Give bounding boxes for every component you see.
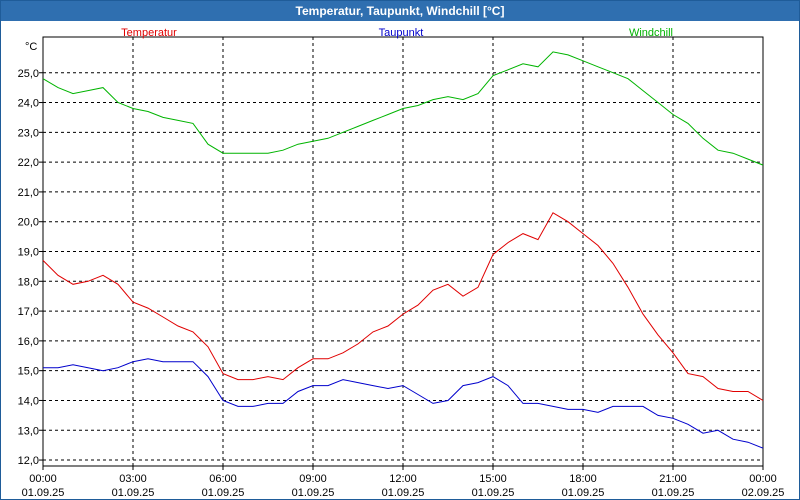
y-tick-label: 24,0 (18, 98, 39, 110)
series-lines (42, 51, 764, 449)
y-tick-label: 17,0 (18, 306, 39, 318)
x-tick-date-label: 01.09.25 (22, 487, 65, 499)
x-tick-time-label: 00:00 (749, 473, 777, 485)
legend-entry-taupunkt: Taupunkt (379, 27, 424, 39)
x-tick-date-label: 01.09.25 (382, 487, 425, 499)
x-tick-time-label: 03:00 (119, 473, 147, 485)
y-axis: 12,0 13,0 14,0 15,0 16,0 17,0 18,0 19,0 20,0 21,0… (18, 68, 43, 467)
series-line-temperatur (42, 212, 764, 401)
x-tick-date-label: 01.09.25 (472, 487, 515, 499)
y-tick-label: 23,0 (18, 127, 39, 139)
y-tick-label: 18,0 (18, 276, 39, 288)
y-tick-label: 14,0 (18, 395, 39, 407)
x-tick-date-label: 01.09.25 (112, 487, 155, 499)
x-tick-time-label: 09:00 (299, 473, 327, 485)
grid-lines (43, 37, 763, 466)
x-tick-date-label: 01.09.25 (292, 487, 335, 499)
x-tick-time-label: 21:00 (659, 473, 687, 485)
y-tick-label: 25,0 (18, 68, 39, 80)
y-tick-label: 22,0 (18, 157, 39, 169)
y-tick-label: 12,0 (18, 455, 39, 467)
series-line-windchill (42, 51, 764, 166)
y-axis-unit-label: °C (25, 41, 37, 53)
x-tick-time-label: 15:00 (479, 473, 507, 485)
x-tick-date-label: 01.09.25 (562, 487, 605, 499)
window-title: Temperatur, Taupunkt, Windchill [°C] (1, 1, 799, 21)
legend-entry-temperatur: Temperatur (121, 27, 177, 39)
x-tick-date-label: 01.09.25 (652, 487, 695, 499)
x-tick-time-label: 06:00 (209, 473, 237, 485)
legend-entry-windchill: Windchill (629, 27, 673, 39)
x-tick-time-label: 18:00 (569, 473, 597, 485)
y-tick-label: 15,0 (18, 366, 39, 378)
legend: Temperatur Taupunkt Windchill (121, 27, 673, 39)
x-tick-date-label: 01.09.25 (202, 487, 245, 499)
y-tick-label: 21,0 (18, 187, 39, 199)
x-tick-time-label: 00:00 (29, 473, 57, 485)
y-tick-label: 20,0 (18, 217, 39, 229)
x-tick-time-label: 12:00 (389, 473, 417, 485)
y-tick-label: 16,0 (18, 336, 39, 348)
y-tick-label: 13,0 (18, 425, 39, 437)
series-line-taupunkt (43, 358, 764, 449)
x-axis: 00:00 01.09.25 03:00 01.09.25 06:00 01.09.25 0… (22, 466, 785, 499)
x-tick-date-label: 02.09.25 (742, 487, 785, 499)
y-tick-label: 19,0 (18, 247, 39, 259)
